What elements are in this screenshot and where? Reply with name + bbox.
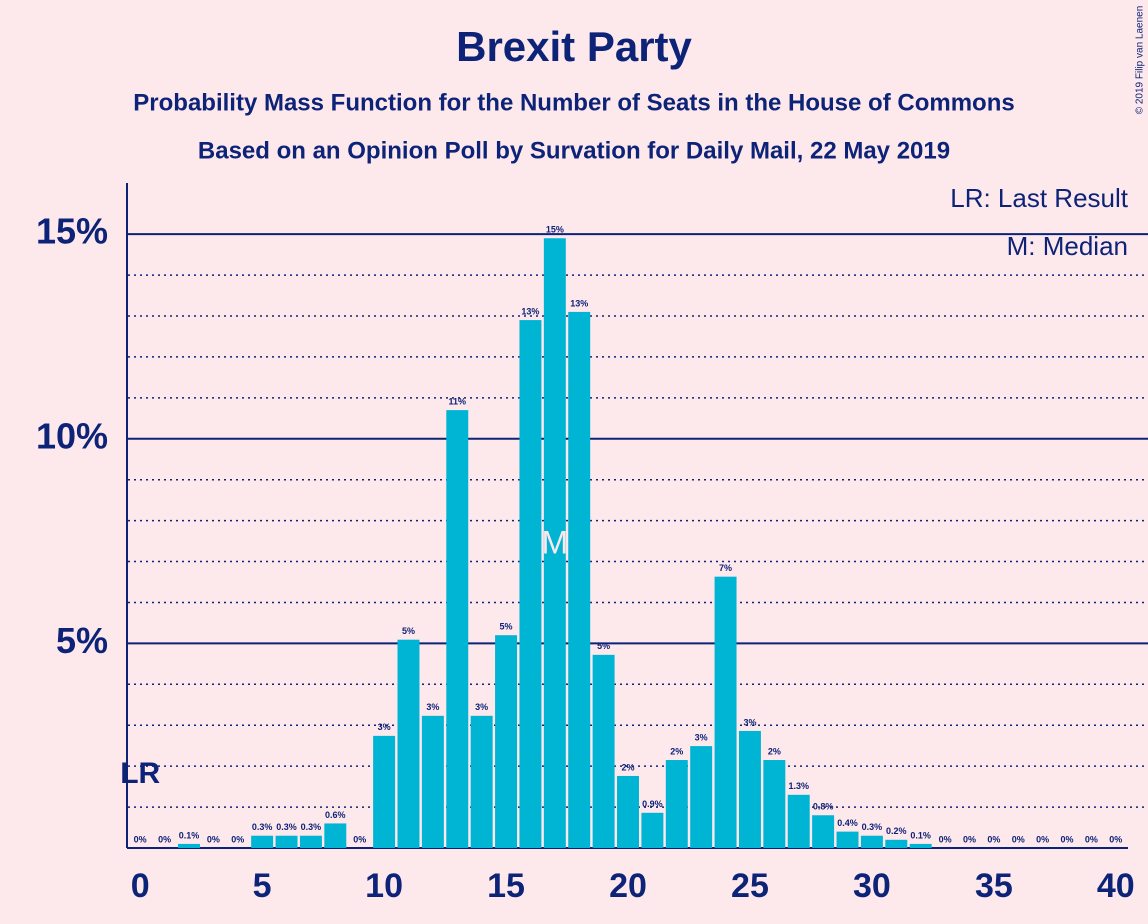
value-label: 0% — [134, 834, 147, 844]
bar — [885, 839, 908, 848]
bar — [397, 639, 420, 848]
value-label: 0.9% — [642, 799, 663, 809]
bar — [812, 815, 835, 848]
x-tick-label: 15 — [487, 867, 525, 905]
value-label: 5% — [500, 622, 513, 632]
bar — [738, 730, 761, 848]
bar — [665, 760, 688, 848]
value-label: 0.1% — [910, 830, 931, 840]
median-marker: M — [542, 525, 569, 561]
y-tick-label: 5% — [56, 620, 108, 661]
chart-title: Brexit Party — [456, 23, 692, 70]
chart-subtitle: Probability Mass Function for the Number… — [133, 89, 1014, 116]
bar — [495, 635, 518, 848]
x-tick-label: 30 — [853, 867, 891, 905]
bar — [519, 320, 542, 849]
value-label: 3% — [743, 717, 756, 727]
value-label: 13% — [521, 306, 539, 316]
bar — [178, 843, 200, 848]
value-label: 7% — [719, 563, 732, 573]
value-label: 0.6% — [325, 810, 346, 820]
value-label: 2% — [768, 746, 781, 756]
bar — [641, 812, 664, 848]
value-label: 5% — [402, 626, 415, 636]
bar — [763, 760, 786, 848]
value-label: 2% — [670, 746, 683, 756]
bar — [617, 775, 639, 848]
bar — [543, 238, 566, 848]
value-label: 0.1% — [179, 830, 200, 840]
bar — [324, 823, 347, 848]
value-label: 0% — [1085, 834, 1098, 844]
x-tick-label: 35 — [975, 867, 1013, 905]
value-label: 0% — [963, 834, 976, 844]
value-label: 0.3% — [252, 822, 273, 832]
value-label: 0.3% — [301, 822, 322, 832]
x-tick-label: 40 — [1097, 867, 1135, 905]
value-label: 13% — [570, 298, 588, 308]
bar — [690, 746, 713, 848]
value-label: 0% — [158, 834, 171, 844]
bar — [909, 843, 932, 848]
value-label: 0% — [1061, 834, 1074, 844]
x-tick-label: 10 — [365, 867, 403, 905]
bar — [275, 835, 298, 848]
bar — [836, 831, 859, 848]
value-label: 0.3% — [276, 822, 297, 832]
value-label: 3% — [475, 702, 488, 712]
bar — [373, 735, 396, 848]
bar — [470, 715, 493, 848]
value-label: 11% — [449, 396, 467, 406]
value-label: 0% — [939, 834, 952, 844]
bar — [787, 794, 810, 848]
chart-subtitle: Based on an Opinion Poll by Survation fo… — [198, 137, 950, 164]
bar — [592, 654, 615, 848]
bar — [421, 715, 444, 848]
value-label: 0% — [353, 834, 366, 844]
value-label: 1.3% — [788, 781, 809, 791]
value-label: 0% — [1012, 834, 1025, 844]
value-label: 0% — [207, 834, 220, 844]
copyright: © 2019 Filip van Laenen — [1135, 6, 1146, 115]
bar — [446, 410, 469, 848]
last-result-marker: LR — [120, 757, 160, 790]
value-label: 0% — [1109, 834, 1122, 844]
bar — [568, 311, 591, 848]
x-tick-label: 0 — [131, 867, 150, 905]
value-label: 3% — [378, 722, 391, 732]
value-label: 0.8% — [813, 802, 834, 812]
value-label: 0.4% — [837, 818, 858, 828]
y-tick-label: 10% — [36, 415, 108, 456]
value-label: 0% — [987, 834, 1000, 844]
x-tick-label: 5 — [253, 867, 272, 905]
x-tick-label: 25 — [731, 867, 769, 905]
y-tick-label: 15% — [36, 211, 108, 252]
x-tick-label: 20 — [609, 867, 647, 905]
bar — [299, 835, 322, 848]
bar — [714, 576, 737, 848]
value-label: 0.2% — [886, 826, 907, 836]
legend-entry: M: Median — [1007, 231, 1128, 261]
value-label: 0% — [1036, 834, 1049, 844]
value-label: 0.3% — [862, 822, 883, 832]
value-label: 15% — [546, 225, 564, 235]
legend-entry: LR: Last Result — [950, 183, 1129, 213]
value-label: 3% — [426, 702, 439, 712]
bar — [860, 835, 883, 848]
bar — [251, 835, 274, 848]
value-label: 5% — [597, 641, 610, 651]
value-label: 3% — [695, 732, 708, 742]
value-label: 2% — [621, 762, 634, 772]
value-label: 0% — [231, 834, 244, 844]
